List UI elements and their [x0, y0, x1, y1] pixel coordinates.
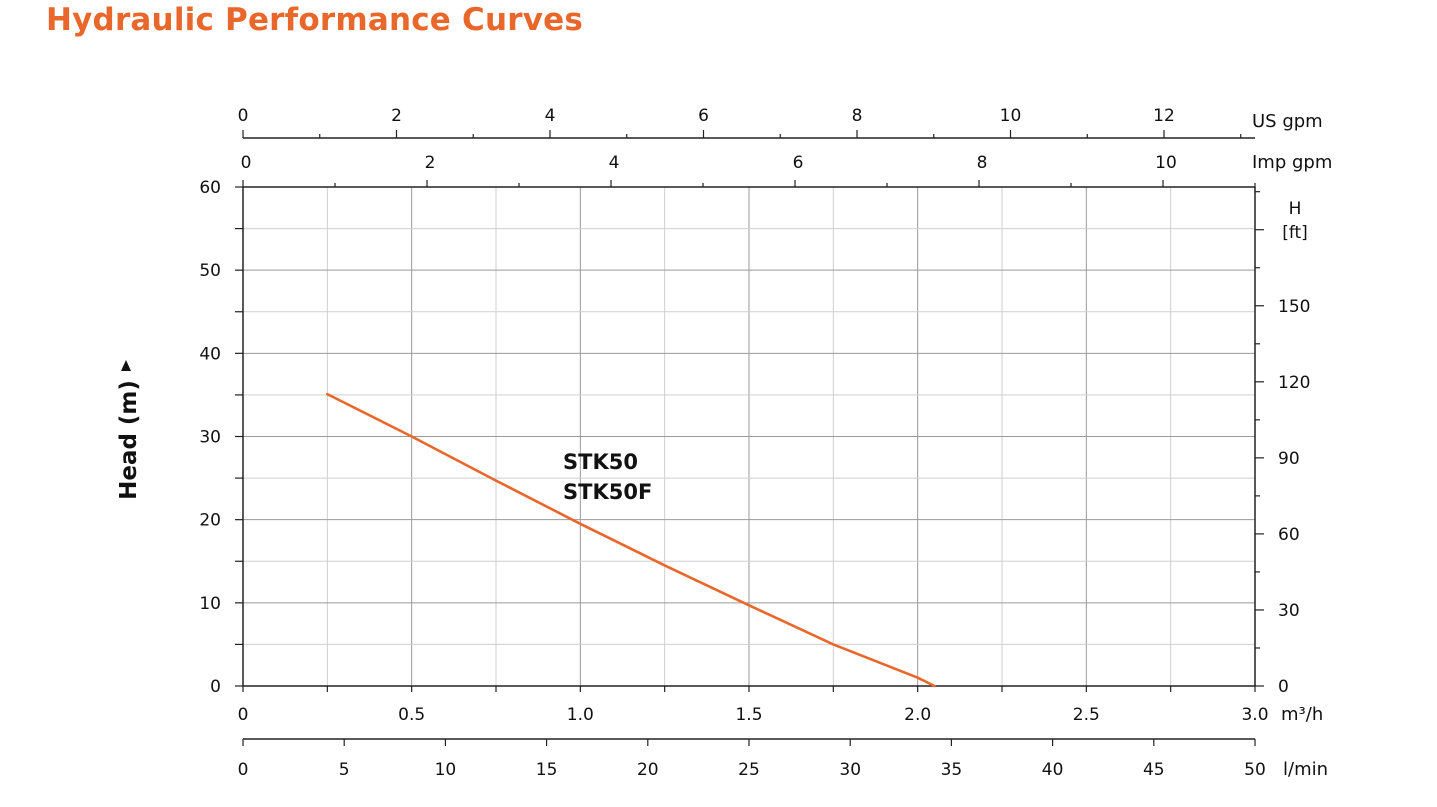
x-unit-imp-gpm: Imp gpm	[1252, 152, 1332, 173]
chart-series: STK50 STK50F	[326, 392, 936, 688]
x-tick-label-us-gpm: 8	[852, 106, 863, 126]
page-title: Hydraulic Performance Curves	[46, 2, 584, 38]
x-unit-us-gpm: US gpm	[1252, 111, 1323, 132]
x-unit-m3h: m³/h	[1281, 704, 1323, 725]
x-tick-label-imp-gpm: 0	[241, 153, 252, 173]
x-tick-label-m3h: 1.0	[567, 705, 594, 725]
y-tick-label: 30	[199, 428, 221, 448]
x-tick-label-lmin: 20	[637, 760, 659, 780]
series-label-stk50: STK50	[563, 450, 638, 474]
x-tick-label-us-gpm: 4	[545, 106, 556, 126]
x-tick-label-us-gpm: 0	[238, 106, 249, 126]
x-tick-label-lmin: 40	[1042, 760, 1064, 780]
x-tick-label-imp-gpm: 10	[1155, 153, 1177, 173]
y-unit-ft-h: H	[1289, 199, 1302, 219]
x-tick-label-us-gpm: 2	[391, 106, 402, 126]
x-tick-label-lmin: 0	[238, 760, 249, 780]
x-tick-label-lmin: 30	[839, 760, 861, 780]
y-tick-label: 10	[199, 594, 221, 614]
x-tick-label-imp-gpm: 4	[609, 153, 620, 173]
y-tick-label-ft: 150	[1278, 297, 1310, 317]
y-tick-label-ft: 0	[1278, 677, 1289, 697]
x-tick-label-imp-gpm: 2	[425, 153, 436, 173]
y-tick-label: 60	[199, 178, 221, 198]
series-label-stk50f: STK50F	[563, 480, 652, 504]
chart-ticks	[235, 130, 1264, 746]
x-tick-label-m3h: 0	[238, 705, 249, 725]
x-tick-label-m3h: 0.5	[398, 705, 425, 725]
y-tick-label: 20	[199, 511, 221, 531]
y-tick-label-ft: 120	[1278, 373, 1310, 393]
y-tick-label: 50	[199, 261, 221, 281]
x-tick-label-lmin: 45	[1143, 760, 1165, 780]
x-tick-label-m3h: 1.5	[735, 705, 762, 725]
x-tick-label-lmin: 10	[435, 760, 457, 780]
x-tick-label-imp-gpm: 6	[793, 153, 804, 173]
x-tick-label-lmin: 25	[738, 760, 760, 780]
x-tick-label-m3h: 3.0	[1241, 705, 1268, 725]
x-tick-label-us-gpm: 6	[698, 106, 709, 126]
y-tick-label-ft: 90	[1278, 449, 1300, 469]
x-tick-label-imp-gpm: 8	[977, 153, 988, 173]
x-tick-label-m3h: 2.5	[1073, 705, 1100, 725]
x-unit-lmin: l/min	[1283, 759, 1328, 780]
x-tick-label-us-gpm: 12	[1153, 106, 1175, 126]
y-axis-title: Head (m)	[116, 380, 142, 500]
y-tick-label: 0	[210, 677, 221, 697]
y-tick-label: 40	[199, 344, 221, 364]
chart-grid	[243, 187, 1255, 686]
x-tick-label-us-gpm: 10	[1000, 106, 1022, 126]
x-tick-label-lmin: 15	[536, 760, 558, 780]
y-tick-label-ft: 30	[1278, 601, 1300, 621]
y-tick-label-ft: 60	[1278, 525, 1300, 545]
x-tick-label-lmin: 35	[941, 760, 963, 780]
axis-arrow-icon	[121, 360, 131, 371]
x-tick-label-lmin: 5	[339, 760, 350, 780]
x-tick-label-lmin: 50	[1244, 760, 1266, 780]
y-unit-ft: [ft]	[1282, 223, 1308, 243]
x-tick-label-m3h: 2.0	[904, 705, 931, 725]
series-line	[326, 392, 936, 688]
